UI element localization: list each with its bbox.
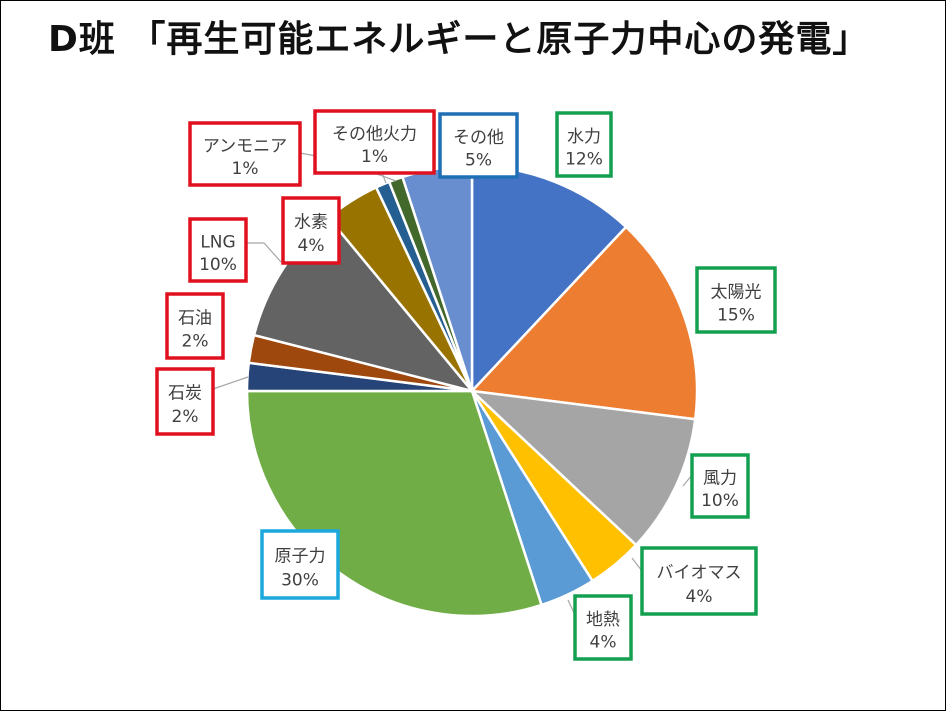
slice-12-label-box (313, 109, 436, 175)
slice-2-category-label: 太陽光 (711, 282, 762, 302)
slice-5-category-label: 地熱 (586, 610, 620, 630)
slice-11-value-label: 1% (232, 159, 259, 179)
slice-6-label-box (260, 529, 340, 600)
slice-13-label: その他 5% (438, 112, 519, 179)
slice-11-label-box (188, 121, 302, 187)
slice-5-label: 地熱 4% (573, 594, 633, 661)
slice-6-category-label: 原子力 (275, 546, 326, 566)
slice-8-label: 石油 2% (165, 292, 225, 360)
slice-12-value-label: 1% (361, 147, 388, 167)
slice-13-label-box (438, 112, 519, 179)
slice-3-wedge (470, 389, 697, 547)
pie-slices (245, 164, 699, 618)
slice-1-category-label: 水力 (567, 127, 601, 147)
slice-4-label-box (640, 546, 758, 616)
slice-7-value-label: 2% (172, 407, 199, 427)
chart-title: D班 「再生可能エネルギーと原子力中心の発電」 (48, 19, 870, 60)
slice-3-category-label: 風力 (703, 469, 737, 489)
slice-9-category-label: LNG (200, 233, 235, 253)
slice-8-label-box (165, 292, 225, 360)
slice-9-value-label: 10% (199, 255, 237, 275)
slice-10-category-label: 水素 (294, 213, 328, 233)
slice-4-category-label: バイオマス (657, 563, 742, 583)
slice-7-label-box (155, 367, 215, 436)
slice-1-label: 水力 12% (555, 111, 613, 178)
slice-3-value-label: 10% (701, 491, 739, 511)
slice-7-leader-line (212, 376, 249, 390)
slice-2-label-box (695, 266, 777, 334)
slice-12-category-label: その他火力 (332, 125, 417, 145)
slice-10-label: 水素 4% (281, 196, 341, 265)
slice-1-label-box (555, 111, 613, 178)
slice-11-category-label: アンモニア (203, 137, 287, 157)
slice-9-label-box (188, 217, 248, 283)
slice-6-value-label: 30% (281, 571, 319, 591)
slice-6-label: 原子力 30% (260, 529, 340, 600)
slice-5-label-box (573, 594, 633, 661)
slice-10-value-label: 4% (298, 236, 325, 256)
slice-3-label-box (690, 453, 750, 519)
slice-10-label-box (281, 196, 341, 265)
slice-2-value-label: 15% (717, 305, 755, 325)
slice-4-value-label: 4% (686, 587, 713, 607)
slice-13-value-label: 5% (465, 151, 492, 171)
slice-7-label: 石炭 2% (155, 367, 215, 436)
slice-1-value-label: 12% (565, 150, 603, 170)
slice-4-label: バイオマス 4% (640, 546, 758, 616)
slice-2-label: 太陽光 15% (695, 266, 777, 334)
slice-labels: 水力12%太陽光15%風力10%バイオマス4%地熱4%原子力30%石炭2%石油2… (155, 109, 777, 661)
slice-5-value-label: 4% (590, 633, 617, 653)
slice-8-value-label: 2% (182, 331, 209, 351)
slice-9-leader-line (246, 242, 282, 263)
slice-13-category-label: その他 (453, 128, 504, 148)
slice-2-wedge (470, 225, 699, 421)
slice-8-category-label: 石油 (178, 308, 212, 328)
slice-7-category-label: 石炭 (168, 384, 202, 404)
